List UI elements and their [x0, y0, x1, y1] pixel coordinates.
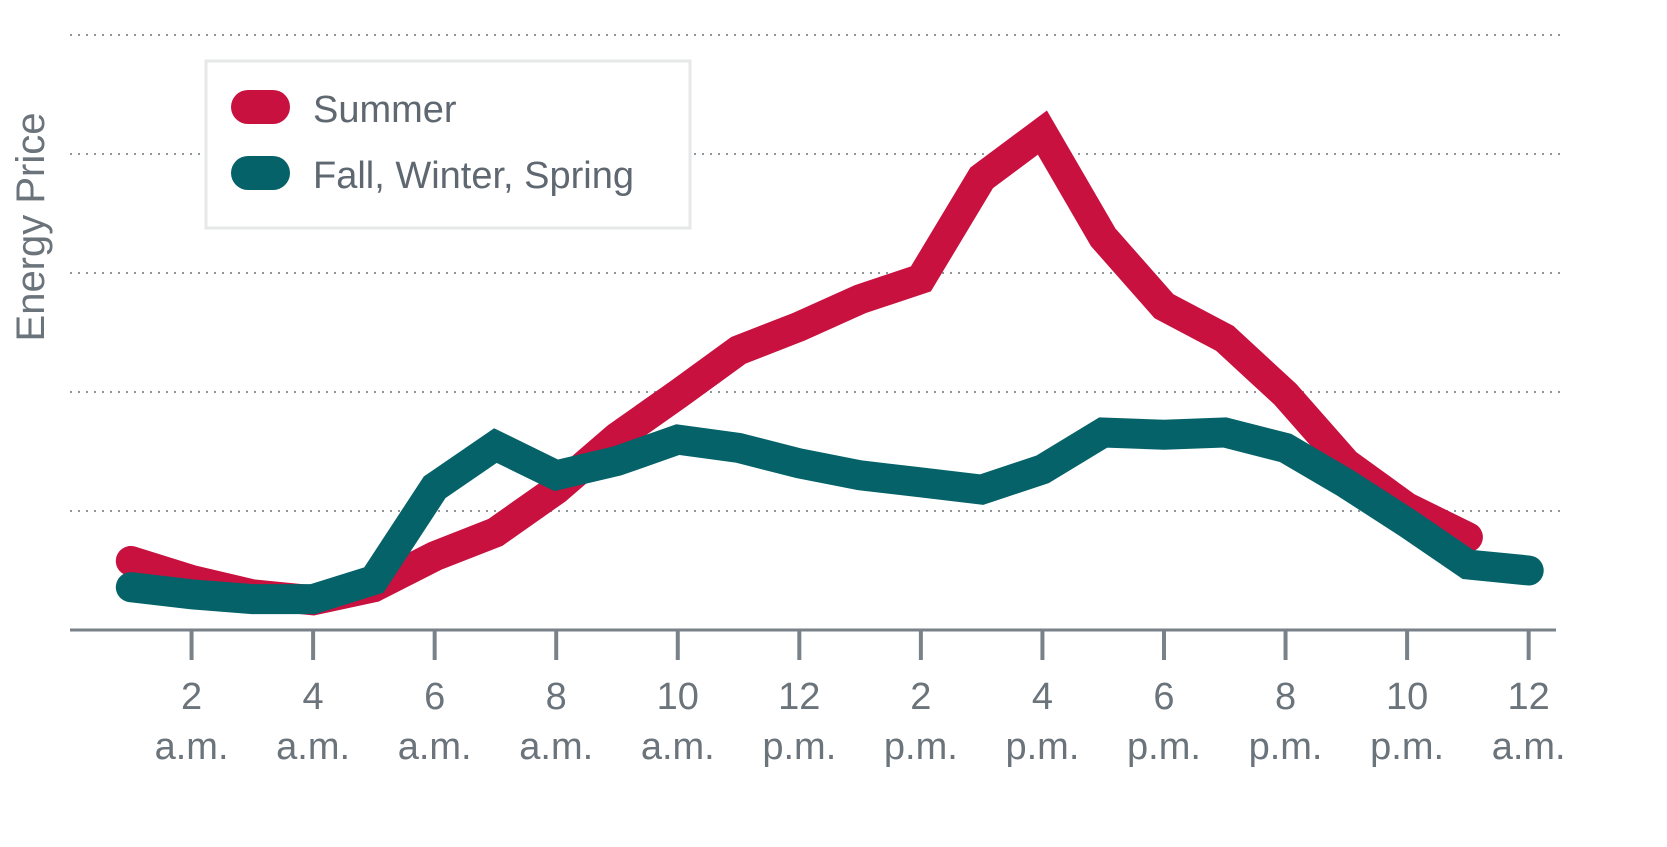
legend-box [204, 59, 692, 230]
y-axis-label: Energy Price [9, 113, 53, 342]
x-tick-sublabel: a.m. [276, 726, 350, 768]
x-tick-label: 8 [546, 676, 567, 718]
series-line-fall-winter-spring [115, 417, 1544, 615]
legend-label-summer: Summer [313, 89, 457, 131]
x-tick-sublabel: p.m. [1005, 726, 1079, 768]
x-tick-label: 10 [1386, 676, 1428, 718]
x-tick-label: 12 [778, 676, 820, 718]
x-tick-label: 6 [424, 676, 445, 718]
x-tick-sublabel: a.m. [1492, 726, 1566, 768]
x-tick-label: 2 [910, 676, 931, 718]
x-tick-label: 4 [303, 676, 324, 718]
x-tick-sublabel: a.m. [398, 726, 472, 768]
x-tick-label: 10 [657, 676, 699, 718]
x-tick-sublabel: a.m. [519, 726, 593, 768]
x-tick-label: 4 [1032, 676, 1053, 718]
x-tick-label: 2 [181, 676, 202, 718]
series-lines [115, 110, 1544, 616]
x-tick-label: 6 [1153, 676, 1174, 718]
legend-label-fall-winter-spring: Fall, Winter, Spring [313, 155, 634, 197]
x-tick-sublabel: p.m. [1127, 726, 1201, 768]
x-tick-sublabel: p.m. [762, 726, 836, 768]
x-tick-sublabel: p.m. [1370, 726, 1444, 768]
x-tick-sublabel: a.m. [155, 726, 229, 768]
x-tick-sublabel: p.m. [1249, 726, 1323, 768]
x-tick-label: 12 [1508, 676, 1550, 718]
x-tick-sublabel: p.m. [884, 726, 958, 768]
x-tick-sublabel: a.m. [641, 726, 715, 768]
x-axis-ticks: 2 a.m. 4 a.m. 6 a.m. 8 a.m. 10 a.m. 12 p.m. 2 p.m. 4 p.… [155, 630, 1566, 768]
x-tick-label: 8 [1275, 676, 1296, 718]
legend: Summer Fall, Winter, Spring [204, 59, 692, 230]
